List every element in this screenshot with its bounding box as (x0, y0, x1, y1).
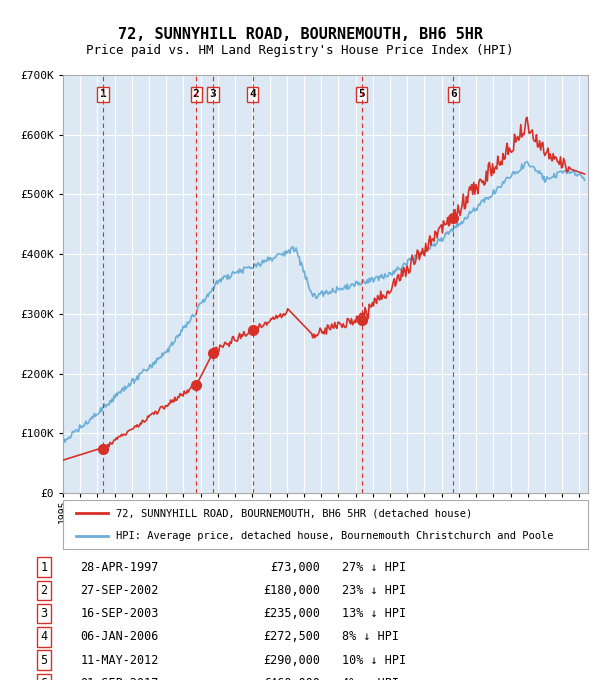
Text: 01-SEP-2017: 01-SEP-2017 (80, 677, 158, 680)
Text: 6: 6 (450, 90, 457, 99)
Text: 11-MAY-2012: 11-MAY-2012 (80, 653, 158, 666)
Text: 4% ↑ HPI: 4% ↑ HPI (343, 677, 400, 680)
Text: 1: 1 (40, 561, 47, 574)
Text: 1: 1 (100, 90, 106, 99)
Text: £73,000: £73,000 (270, 561, 320, 574)
Text: 10% ↓ HPI: 10% ↓ HPI (343, 653, 407, 666)
Text: 3: 3 (40, 607, 47, 620)
Text: £180,000: £180,000 (263, 584, 320, 597)
Text: £235,000: £235,000 (263, 607, 320, 620)
Text: 4: 4 (40, 630, 47, 643)
Text: 16-SEP-2003: 16-SEP-2003 (80, 607, 158, 620)
Text: 5: 5 (358, 90, 365, 99)
Text: 3: 3 (209, 90, 217, 99)
Text: 13% ↓ HPI: 13% ↓ HPI (343, 607, 407, 620)
Text: 23% ↓ HPI: 23% ↓ HPI (343, 584, 407, 597)
Text: 06-JAN-2006: 06-JAN-2006 (80, 630, 158, 643)
Text: 27% ↓ HPI: 27% ↓ HPI (343, 561, 407, 574)
Text: HPI: Average price, detached house, Bournemouth Christchurch and Poole: HPI: Average price, detached house, Bour… (115, 530, 553, 541)
Text: £290,000: £290,000 (263, 653, 320, 666)
Text: 2: 2 (40, 584, 47, 597)
Text: 4: 4 (249, 90, 256, 99)
Text: 72, SUNNYHILL ROAD, BOURNEMOUTH, BH6 5HR (detached house): 72, SUNNYHILL ROAD, BOURNEMOUTH, BH6 5HR… (115, 508, 472, 518)
Text: £272,500: £272,500 (263, 630, 320, 643)
FancyBboxPatch shape (63, 500, 588, 549)
Text: 2: 2 (193, 90, 200, 99)
Text: 27-SEP-2002: 27-SEP-2002 (80, 584, 158, 597)
Text: 8% ↓ HPI: 8% ↓ HPI (343, 630, 400, 643)
Text: 72, SUNNYHILL ROAD, BOURNEMOUTH, BH6 5HR: 72, SUNNYHILL ROAD, BOURNEMOUTH, BH6 5HR (118, 27, 482, 42)
Text: 5: 5 (40, 653, 47, 666)
Text: Price paid vs. HM Land Registry's House Price Index (HPI): Price paid vs. HM Land Registry's House … (86, 44, 514, 57)
Text: 6: 6 (40, 677, 47, 680)
Text: £460,000: £460,000 (263, 677, 320, 680)
Text: 28-APR-1997: 28-APR-1997 (80, 561, 158, 574)
